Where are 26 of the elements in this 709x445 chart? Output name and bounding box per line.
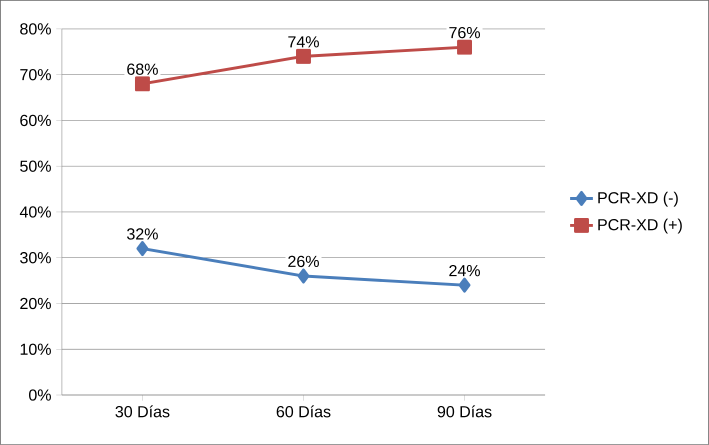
data-label: 32% [127, 228, 158, 240]
y-tick-label: 80% [20, 23, 51, 35]
y-tick-label: 30% [20, 252, 51, 264]
legend-label: PCR-XD (+) [598, 218, 682, 234]
y-tick-label: 0% [29, 389, 51, 401]
y-tick-label: 60% [20, 114, 51, 126]
data-label: 26% [288, 256, 319, 268]
x-tick-label: 60 Días [276, 405, 330, 418]
data-label: 76% [449, 26, 480, 38]
x-tick-label: 90 Días [438, 405, 492, 418]
y-tick-label: 50% [20, 160, 51, 172]
x-tick-label: 30 Días [115, 405, 170, 418]
point [296, 48, 311, 64]
legend-label: PCR-XD (-) [598, 192, 678, 207]
y-tick-label: 40% [20, 206, 51, 218]
data-label: 24% [449, 265, 480, 276]
point [134, 76, 150, 92]
point [457, 40, 472, 55]
point [458, 278, 471, 293]
point [136, 241, 148, 256]
data-label: 74% [288, 36, 319, 48]
point [298, 268, 310, 284]
y-tick-label: 10% [20, 344, 51, 355]
y-tick-label: 70% [20, 69, 51, 80]
y-tick-label: 20% [20, 298, 51, 310]
data-label: 68% [127, 64, 158, 75]
